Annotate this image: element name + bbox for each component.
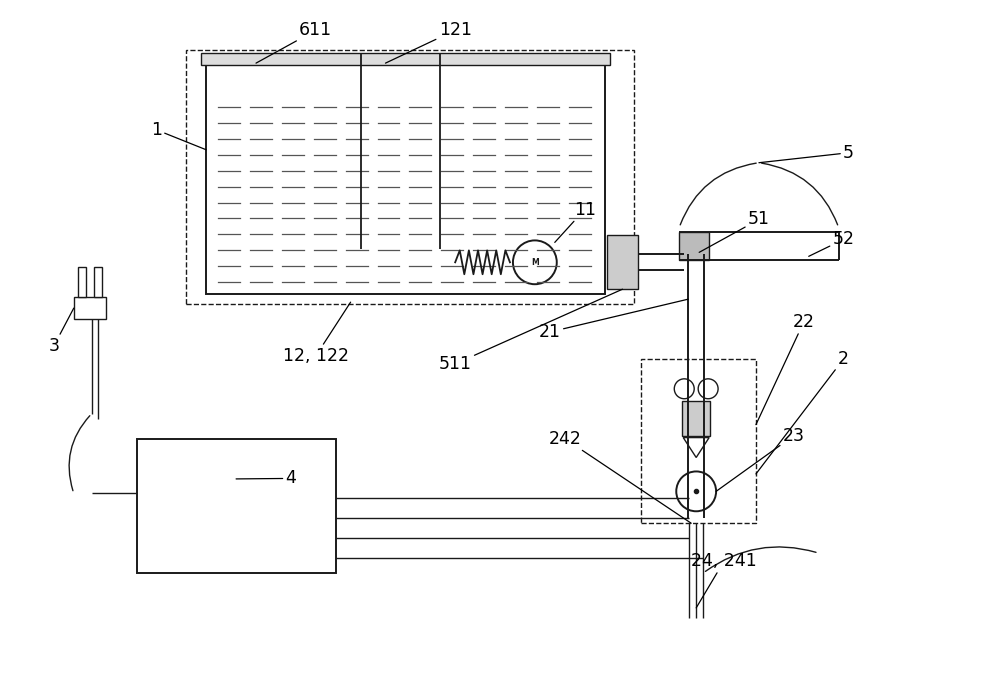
Bar xyxy=(186,50,634,304)
Bar xyxy=(137,439,336,573)
Text: 22: 22 xyxy=(756,313,815,425)
Bar xyxy=(74,297,106,319)
Text: 611: 611 xyxy=(256,22,332,63)
Bar xyxy=(94,268,102,297)
Polygon shape xyxy=(683,437,709,458)
Text: 4: 4 xyxy=(236,469,296,487)
Text: 23: 23 xyxy=(716,427,805,491)
Text: 11: 11 xyxy=(555,201,596,243)
Text: M: M xyxy=(531,258,539,267)
Bar xyxy=(641,359,756,523)
Text: 3: 3 xyxy=(48,308,74,355)
Bar xyxy=(679,233,709,260)
Text: 52: 52 xyxy=(809,231,855,256)
Text: 12, 122: 12, 122 xyxy=(283,302,351,365)
Text: 21: 21 xyxy=(539,299,688,341)
Bar xyxy=(206,65,605,294)
Bar xyxy=(201,53,610,65)
Text: 121: 121 xyxy=(385,22,472,63)
Text: 1: 1 xyxy=(151,121,206,150)
Text: 511: 511 xyxy=(439,289,622,373)
Bar xyxy=(682,401,710,435)
Text: 51: 51 xyxy=(699,210,770,252)
Text: 242: 242 xyxy=(548,429,691,523)
Text: 5: 5 xyxy=(759,144,854,162)
Bar xyxy=(78,268,86,297)
Bar xyxy=(607,235,638,289)
Text: 2: 2 xyxy=(756,350,849,474)
Text: 24, 241: 24, 241 xyxy=(691,552,757,608)
